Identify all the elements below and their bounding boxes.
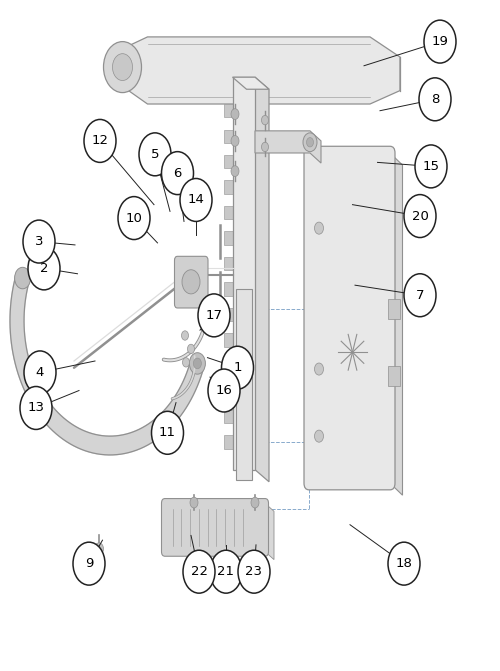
Circle shape	[20, 386, 52, 429]
Circle shape	[73, 542, 105, 585]
Circle shape	[314, 363, 324, 375]
Text: 22: 22	[190, 565, 208, 578]
Bar	[388, 366, 400, 386]
Circle shape	[84, 119, 116, 162]
Bar	[224, 435, 232, 449]
Bar	[224, 333, 232, 347]
Circle shape	[190, 353, 206, 374]
Circle shape	[306, 138, 314, 147]
Circle shape	[231, 166, 239, 176]
Polygon shape	[255, 77, 269, 482]
Circle shape	[28, 247, 60, 290]
Text: 14: 14	[188, 193, 204, 207]
Text: 8: 8	[431, 93, 439, 106]
Text: 2: 2	[40, 262, 48, 275]
Circle shape	[262, 142, 268, 152]
Text: 7: 7	[416, 289, 424, 302]
Polygon shape	[390, 153, 402, 495]
Circle shape	[182, 270, 200, 294]
Bar	[224, 410, 232, 423]
Circle shape	[404, 274, 436, 317]
Polygon shape	[236, 289, 252, 480]
Text: 3: 3	[35, 235, 43, 248]
Bar	[224, 206, 232, 219]
Text: 6: 6	[174, 166, 182, 180]
Text: 23: 23	[246, 565, 262, 578]
Polygon shape	[10, 275, 204, 455]
Text: 15: 15	[422, 160, 440, 173]
Circle shape	[112, 54, 132, 81]
Circle shape	[424, 20, 456, 63]
Circle shape	[404, 195, 436, 238]
Circle shape	[94, 543, 104, 555]
Bar	[224, 180, 232, 194]
Bar	[224, 155, 232, 168]
Circle shape	[238, 550, 270, 593]
Text: 13: 13	[28, 401, 44, 415]
Circle shape	[231, 136, 239, 146]
Circle shape	[23, 220, 55, 263]
Text: 4: 4	[36, 366, 44, 379]
Polygon shape	[232, 77, 269, 89]
Bar	[224, 384, 232, 398]
Text: 11: 11	[159, 426, 176, 440]
Circle shape	[152, 411, 184, 454]
Bar	[224, 257, 232, 270]
Circle shape	[222, 346, 254, 389]
Bar	[388, 299, 400, 319]
Circle shape	[388, 542, 420, 585]
Text: 1: 1	[233, 361, 242, 374]
Bar	[224, 231, 232, 245]
Text: 21: 21	[218, 565, 234, 578]
Circle shape	[210, 550, 242, 593]
Text: 9: 9	[85, 557, 93, 570]
Polygon shape	[232, 77, 255, 470]
Circle shape	[415, 145, 447, 188]
Circle shape	[162, 152, 194, 195]
Circle shape	[14, 267, 30, 289]
Circle shape	[251, 497, 259, 508]
Circle shape	[118, 197, 150, 240]
Circle shape	[182, 331, 188, 340]
Circle shape	[262, 115, 268, 125]
Bar	[224, 308, 232, 321]
Text: 18: 18	[396, 557, 412, 570]
Circle shape	[180, 178, 212, 221]
Text: 12: 12	[92, 134, 108, 148]
Circle shape	[194, 358, 202, 369]
Text: 10: 10	[126, 211, 142, 225]
FancyBboxPatch shape	[174, 256, 208, 308]
Polygon shape	[265, 503, 274, 560]
Text: 20: 20	[412, 209, 428, 223]
Bar	[224, 359, 232, 372]
Text: 5: 5	[151, 148, 159, 161]
Circle shape	[188, 344, 194, 354]
Circle shape	[231, 109, 239, 119]
Circle shape	[24, 351, 56, 394]
Circle shape	[303, 133, 317, 152]
Circle shape	[208, 369, 240, 412]
Circle shape	[139, 133, 171, 176]
Circle shape	[104, 42, 142, 93]
Bar	[224, 130, 232, 143]
Polygon shape	[255, 131, 321, 163]
Bar	[224, 104, 232, 117]
FancyBboxPatch shape	[304, 146, 395, 490]
FancyBboxPatch shape	[162, 499, 268, 556]
Bar	[224, 282, 232, 296]
Circle shape	[183, 550, 215, 593]
Circle shape	[314, 222, 324, 234]
Text: 16: 16	[216, 384, 232, 397]
Text: 19: 19	[432, 35, 448, 48]
Circle shape	[198, 294, 230, 337]
Circle shape	[419, 78, 451, 121]
Circle shape	[314, 430, 324, 442]
Text: 17: 17	[206, 309, 222, 322]
Circle shape	[190, 497, 198, 508]
Polygon shape	[119, 37, 400, 104]
Circle shape	[182, 358, 190, 367]
